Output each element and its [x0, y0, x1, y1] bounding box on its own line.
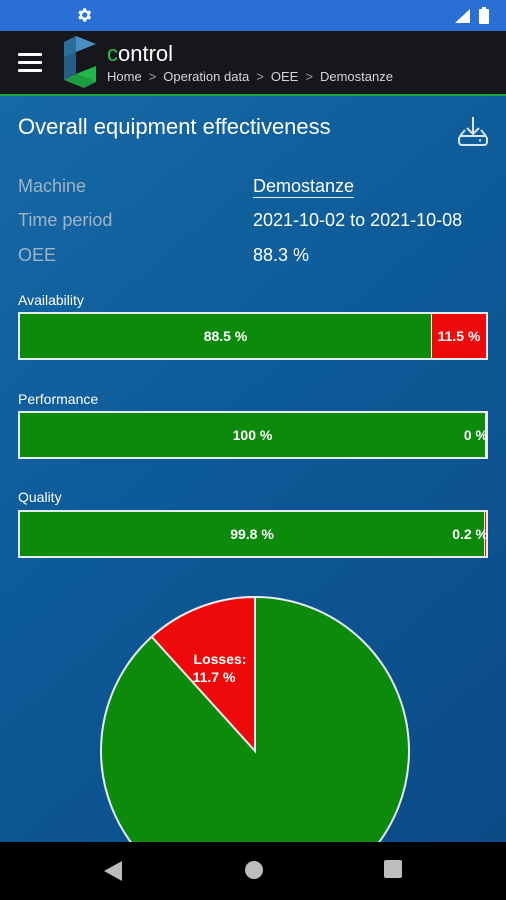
availability-loss-segment: 11.5 %: [432, 314, 486, 358]
system-nav-bar: [0, 842, 506, 900]
performance-good-segment: 100 %: [20, 413, 486, 457]
app-logo: [64, 36, 96, 88]
machine-value[interactable]: Demostanze: [253, 176, 355, 198]
breadcrumb-home[interactable]: Home: [107, 69, 142, 84]
pie-losses-slice: [150, 596, 256, 754]
time-period-value: 2021-10-02 to 2021-10-08: [253, 210, 463, 230]
availability-bar: 88.5 % 11.5 %: [18, 312, 488, 360]
availability-good-segment: 88.5 %: [20, 314, 432, 358]
menu-icon[interactable]: [18, 53, 42, 73]
performance-label: Performance: [18, 391, 99, 407]
page-title: Overall equipment effectiveness: [18, 114, 331, 139]
oee-label: OEE: [18, 245, 57, 265]
machine-label: Machine: [18, 176, 87, 196]
download-icon[interactable]: [456, 114, 490, 148]
loss-percent-label: 0 %: [463, 427, 488, 443]
breadcrumb-oee[interactable]: OEE: [270, 69, 299, 84]
settings-gear-icon: [78, 8, 92, 22]
availability-label: Availability: [18, 292, 84, 308]
nav-back-icon[interactable]: [103, 860, 123, 882]
pie-losses-label: Losses: 11.7 %: [180, 650, 260, 686]
breadcrumb-current: Demostanze: [319, 69, 393, 84]
main-content[interactable]: Overall equipment effectiveness Machine …: [0, 96, 506, 842]
battery-icon: [479, 7, 489, 24]
losses-title: Losses:: [193, 651, 247, 667]
breadcrumb: Home > Operation data > OEE > Demostanze: [107, 69, 393, 84]
quality-loss-segment: 0.2 %: [452, 512, 488, 556]
quality-bar: 99.8 % 0.2 %: [18, 510, 488, 558]
time-period-label: Time period: [18, 210, 113, 230]
chevron-right-icon: >: [305, 69, 313, 84]
chevron-right-icon: >: [148, 69, 157, 84]
machine-link[interactable]: Demostanze: [253, 176, 355, 198]
nav-home-icon[interactable]: [244, 860, 264, 880]
app-bar: control Home > Operation data > OEE > Demostan…: [0, 31, 506, 96]
chevron-right-icon: >: [256, 69, 264, 84]
signal-icon: [455, 9, 470, 23]
app-title: control: [107, 41, 174, 66]
quality-good-segment: 99.8 %: [20, 512, 485, 556]
losses-value: 11.7 %: [192, 669, 236, 685]
quality-label: Quality: [18, 489, 62, 505]
status-bar: [0, 0, 506, 31]
performance-bar: 100 % 0 %: [18, 411, 488, 459]
nav-recents-icon[interactable]: [384, 860, 402, 878]
breadcrumb-operation-data[interactable]: Operation data: [163, 69, 250, 84]
oee-value: 88.3 %: [253, 245, 310, 265]
loss-percent-label: 0.2 %: [452, 526, 488, 542]
oee-pie-chart: [100, 596, 410, 842]
